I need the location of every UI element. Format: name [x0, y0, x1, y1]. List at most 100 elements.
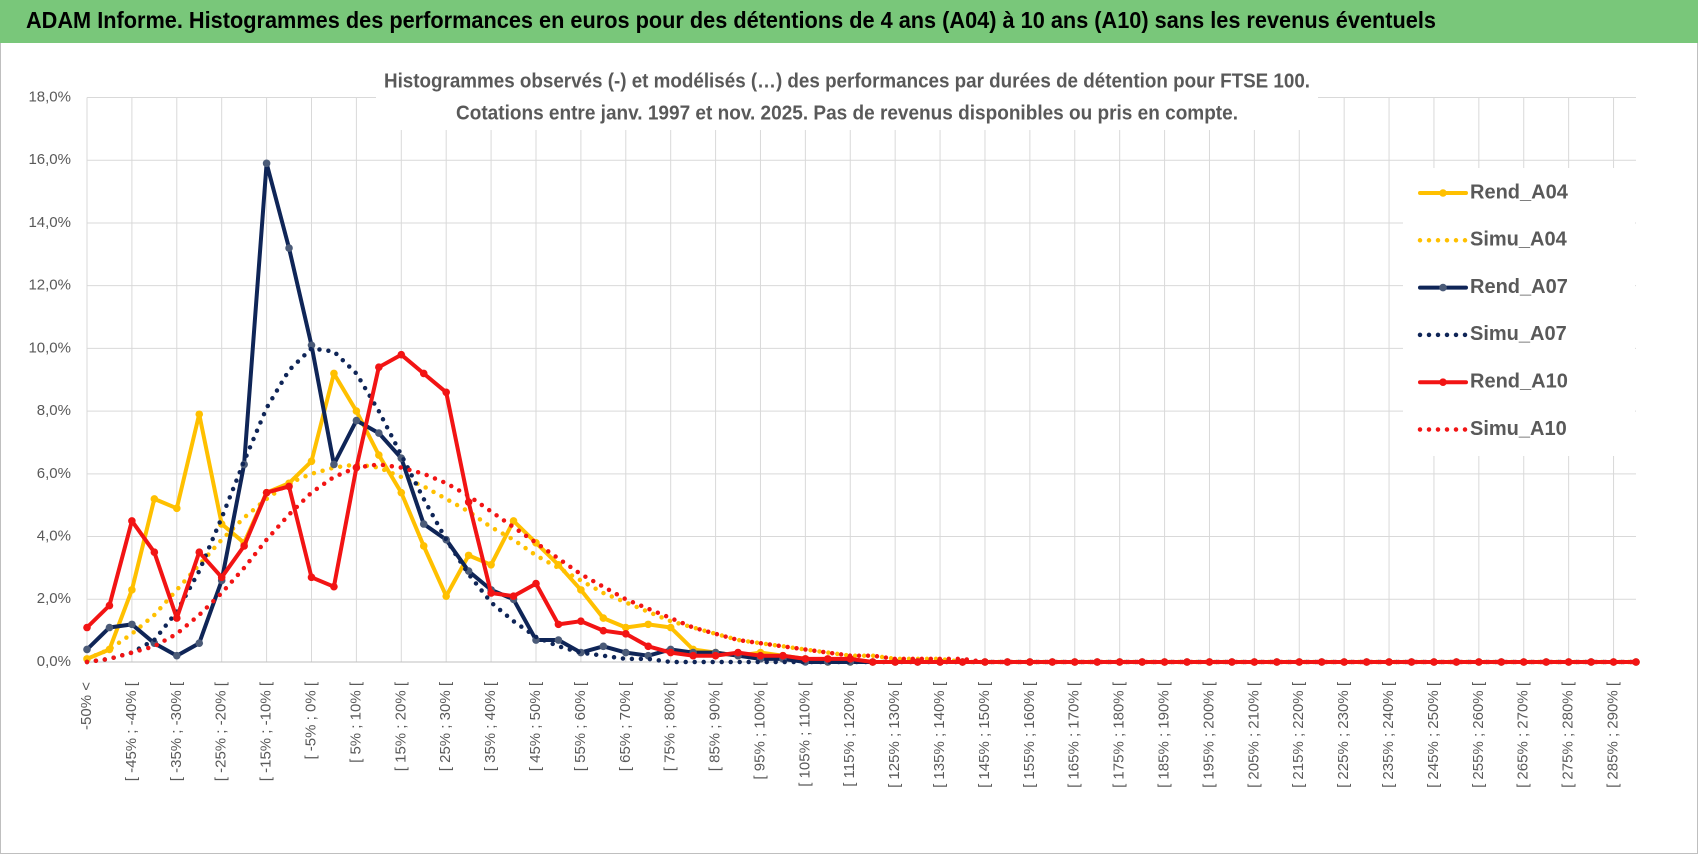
y-tick-label: 18,0% [28, 88, 71, 105]
title-box [376, 66, 1318, 130]
marker [824, 655, 832, 663]
x-tick-label: [ -45% ; -40% [ [123, 681, 140, 781]
marker [577, 617, 585, 626]
x-tick-label: [ 285% ; 290% [ [1605, 681, 1622, 788]
x-tick-label: [ 175% ; 180% [ [1111, 681, 1128, 788]
x-tick-label: [ -35% ; -30% [ [168, 681, 185, 781]
marker [599, 614, 608, 622]
x-tick-label: [ 75% ; 80% [ [662, 681, 679, 771]
legend-marker [1439, 189, 1447, 197]
marker [487, 560, 495, 569]
marker [262, 488, 271, 497]
y-tick-label: 16,0% [28, 151, 71, 168]
x-tick-label: [ 165% ; 170% [ [1066, 681, 1083, 788]
y-tick-label: 10,0% [28, 339, 71, 356]
y-tick-label: 14,0% [28, 214, 71, 231]
marker [621, 623, 630, 632]
marker [666, 623, 675, 632]
marker [419, 542, 428, 550]
x-tick-label: [ 65% ; 70% [ [617, 681, 634, 771]
legend-label: Rend_A04 [1470, 181, 1569, 203]
legend-label: Simu_A04 [1470, 229, 1568, 251]
x-tick-label: [ 35% ; 40% [ [482, 681, 499, 771]
marker [330, 460, 338, 469]
plot [83, 159, 1640, 666]
x-tick-label: [ 185% ; 190% [ [1156, 681, 1173, 788]
x-tick-label: [ 55% ; 60% [ [572, 681, 589, 771]
marker [195, 548, 204, 557]
marker [285, 482, 293, 491]
marker [1587, 658, 1595, 666]
marker [419, 520, 428, 528]
x-tick-label: [ 255% ; 260% [ [1470, 681, 1487, 788]
marker [1228, 658, 1236, 666]
x-tick-label: [ 105% ; 110% [ [796, 681, 813, 787]
marker [352, 407, 361, 415]
marker [509, 517, 518, 525]
header-band [0, 0, 1698, 43]
marker [868, 658, 877, 666]
chart-subtitle: Cotations entre janv. 1997 et nov. 2025.… [456, 102, 1238, 124]
x-tick-label: [ 265% ; 270% [ [1515, 681, 1532, 788]
marker [644, 620, 653, 629]
marker [554, 620, 563, 629]
marker [352, 416, 361, 425]
marker [1452, 658, 1461, 666]
marker [128, 517, 136, 525]
marker [442, 592, 450, 600]
marker [532, 579, 540, 588]
x-tick-label: [ 15% ; 20% [ [392, 681, 409, 771]
y-tick-label: 2,0% [37, 590, 71, 607]
marker [375, 429, 383, 437]
marker [621, 648, 630, 657]
marker [375, 451, 383, 459]
x-tick-label: [ 205% ; 210% [ [1245, 681, 1262, 788]
x-tick-label: [ 85% ; 90% [ [707, 681, 724, 771]
x-tick-label: [ 235% ; 240% [ [1380, 681, 1397, 788]
x-tick-label: [ 5% ; 10% [ [347, 681, 364, 763]
marker [1273, 658, 1281, 666]
x-tick-label: [ 115% ; 120% [ [841, 681, 858, 787]
legend-label: Rend_A07 [1470, 276, 1568, 298]
x-tick-label: [ 195% ; 200% [ [1200, 681, 1217, 788]
legend-marker [1439, 378, 1447, 387]
marker [644, 642, 653, 651]
legend: Rend_A04 Simu_A04 Rend_A07 Simu_A07 Rend_A10… [1403, 168, 1635, 456]
x-tick-label: -50% < [78, 682, 95, 730]
x-tick-label: [ 45% ; 50% [ [527, 681, 544, 771]
marker [105, 623, 114, 632]
marker [913, 658, 922, 666]
x-tick-label: [ 95% ; 100% [ [751, 681, 768, 779]
marker [105, 601, 114, 610]
marker [1407, 658, 1416, 666]
marker [397, 350, 406, 359]
marker [1542, 658, 1551, 666]
marker [1632, 658, 1640, 666]
x-tick-label: [ -5% ; 0% [ [302, 681, 319, 759]
legend-box [1403, 168, 1635, 456]
marker [1362, 658, 1371, 666]
chart-title: Histogrammes observés (-) et modélisés (… [384, 70, 1310, 92]
x-tick-label: [ 155% ; 160% [ [1021, 681, 1038, 788]
x-tick-label: [ -25% ; -20% [ [213, 681, 230, 781]
marker [397, 488, 406, 497]
marker [285, 244, 293, 252]
marker [666, 648, 675, 657]
y-tick-label: 6,0% [37, 465, 71, 482]
observed-line [85, 352, 1638, 664]
header-title: ADAM Informe. Histogrammes des performan… [26, 7, 1436, 33]
marker [1093, 658, 1102, 666]
marker [330, 369, 338, 378]
marker [509, 592, 518, 600]
marker [1003, 658, 1012, 666]
y-tick-label: 0,0% [37, 653, 71, 670]
marker [801, 655, 810, 663]
marker [307, 457, 316, 466]
marker [83, 623, 91, 632]
marker [689, 651, 697, 660]
marker [172, 651, 181, 660]
marker [262, 159, 271, 168]
marker [442, 388, 450, 397]
marker [195, 639, 204, 647]
x-tick-label: [ 145% ; 150% [ [976, 681, 993, 788]
